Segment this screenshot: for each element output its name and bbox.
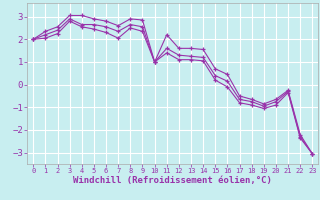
X-axis label: Windchill (Refroidissement éolien,°C): Windchill (Refroidissement éolien,°C)	[73, 176, 272, 185]
